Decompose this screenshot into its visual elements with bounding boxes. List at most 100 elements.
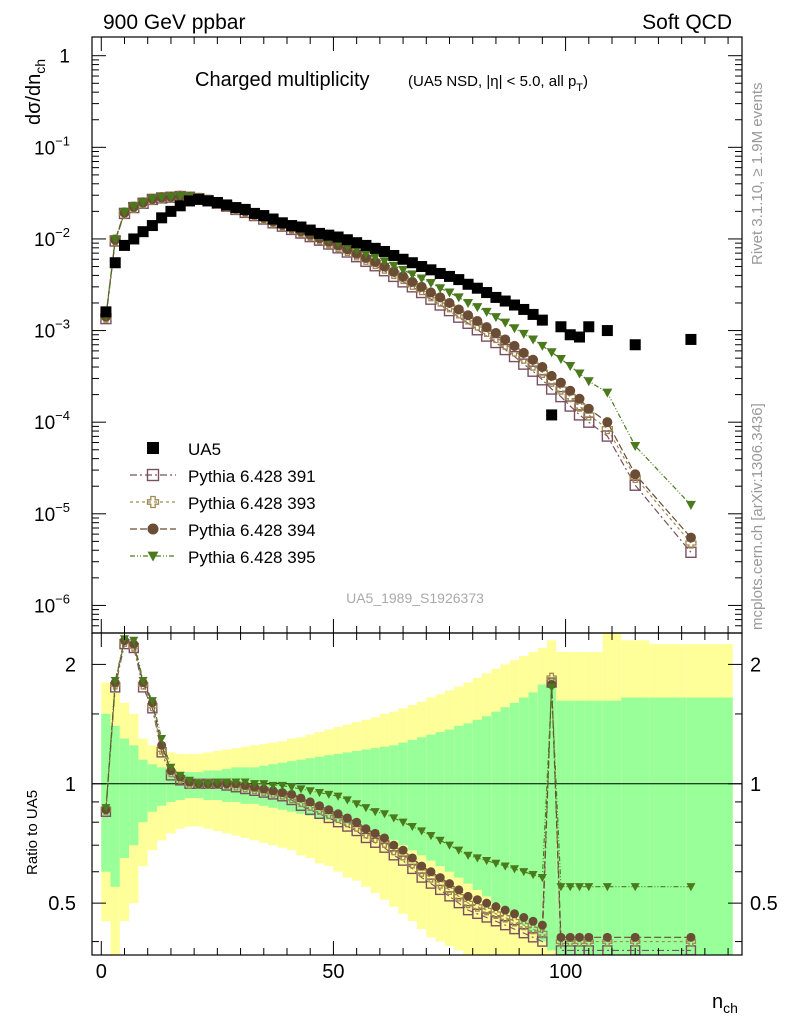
series-point-4 xyxy=(518,329,529,339)
band-inner-bin xyxy=(361,749,371,829)
y-tick-label: 10−1 xyxy=(34,133,70,159)
band-inner-bin xyxy=(342,752,352,825)
band-inner-bin xyxy=(584,700,594,955)
ua5-data-point xyxy=(574,331,585,343)
series-point-4 xyxy=(370,253,381,263)
ratio-point-3 xyxy=(454,885,464,895)
y-tick-label-base: 10 xyxy=(34,230,55,251)
ratio-point-3 xyxy=(556,932,566,942)
ratio-point-3 xyxy=(342,813,352,823)
y-tick-label: 1 xyxy=(59,47,70,68)
ratio-point-4 xyxy=(305,787,315,796)
ratio-point-4 xyxy=(138,677,148,686)
series-point-4 xyxy=(435,284,446,294)
y-axis-label-main-sub: ch xyxy=(32,59,48,74)
ua5-data-point xyxy=(555,321,567,333)
ratio-point-3 xyxy=(324,805,334,815)
legend-label: UA5 xyxy=(188,440,221,459)
ratio-point-4 xyxy=(370,808,380,817)
ratio-point-4 xyxy=(510,865,519,874)
header-left: 900 GeV ppbar xyxy=(103,11,245,34)
ratio-point-3 xyxy=(380,833,389,843)
series-point-4 xyxy=(425,279,436,289)
x-tick-label: 100 xyxy=(549,961,582,983)
ua5-data-point xyxy=(416,261,428,273)
y-tick-label-exp: −1 xyxy=(55,133,70,148)
legend-marker xyxy=(146,495,160,509)
series-point-4 xyxy=(574,369,585,379)
ratio-point-3 xyxy=(157,740,167,750)
ratio-point-4 xyxy=(185,776,194,785)
series-point-1 xyxy=(583,416,595,428)
ua5-data-point xyxy=(137,226,149,238)
band-inner-bin xyxy=(305,758,315,816)
series-point-3 xyxy=(453,304,464,315)
ratio-point-2 xyxy=(509,916,520,927)
ratio-point-4 xyxy=(482,857,492,866)
legend-marker xyxy=(147,523,159,535)
series-point-4 xyxy=(165,192,176,202)
ratio-point-4 xyxy=(575,883,584,892)
ratio-point-4 xyxy=(454,846,464,855)
ua5-data-point xyxy=(165,205,177,217)
series-point-3 xyxy=(490,328,501,339)
band-inner-bin xyxy=(407,739,417,851)
ratio-point-4 xyxy=(547,683,557,692)
ua5-data-point xyxy=(276,217,288,229)
ua5-data-point xyxy=(146,220,158,232)
title-sub-suffix: ) xyxy=(583,73,588,90)
ratio-point-4 xyxy=(519,868,529,877)
ua5-data-point xyxy=(444,270,455,282)
header-right: Soft QCD xyxy=(642,11,732,34)
series-point-3 xyxy=(565,385,576,396)
ratio-point-3 xyxy=(463,891,473,901)
series-point-4 xyxy=(500,318,511,328)
x-tick-label: 0 xyxy=(96,961,107,983)
ratio-point-4 xyxy=(445,841,454,850)
series-point-4 xyxy=(119,208,130,218)
series-point-3 xyxy=(472,316,483,327)
series-point-3 xyxy=(398,271,409,282)
ratio-point-1 xyxy=(397,855,409,866)
band-inner-bin xyxy=(119,738,130,858)
ua5-data-point xyxy=(332,231,344,243)
band-inner-bin xyxy=(147,764,157,812)
y-tick-label-base: 1 xyxy=(59,47,70,68)
band-inner-bin xyxy=(482,716,492,897)
band-inner-bin xyxy=(333,753,343,823)
ratio-point-4 xyxy=(630,883,640,892)
ratio-point-4 xyxy=(435,836,445,845)
series-point-3 xyxy=(583,403,594,414)
ratio-point-3 xyxy=(417,861,427,871)
series-point-4 xyxy=(630,441,641,451)
ratio-point-4 xyxy=(324,790,334,799)
series-point-3 xyxy=(463,310,474,321)
ratio-point-4 xyxy=(110,677,120,686)
ratio-point-4 xyxy=(287,783,297,792)
ua5-data-point xyxy=(202,195,214,207)
ratio-point-3 xyxy=(575,932,584,942)
y-tick-label: 10−6 xyxy=(34,591,70,617)
ua5-data-point xyxy=(388,249,400,261)
band-inner-bin xyxy=(454,725,464,878)
y-tick-label-base: 10 xyxy=(34,322,55,343)
ratio-point-4 xyxy=(259,780,269,789)
ratio-point-4 xyxy=(194,780,204,789)
band-inner-bin xyxy=(314,756,325,818)
ua5-data-point xyxy=(258,210,270,222)
band-inner-bin xyxy=(574,700,585,955)
series-point-4 xyxy=(360,249,371,259)
ratio-point-4 xyxy=(203,780,213,789)
series-point-3 xyxy=(435,292,446,303)
band-inner-bin xyxy=(110,725,120,887)
ratio-tick-label-right: 1 xyxy=(750,774,761,796)
band-inner-bin xyxy=(519,697,529,926)
series-point-4 xyxy=(379,257,390,267)
ua5-data-point xyxy=(369,242,381,254)
series-point-4 xyxy=(583,377,594,387)
series-point-4 xyxy=(453,293,464,303)
ua5-data-point xyxy=(351,237,363,249)
series-point-4 xyxy=(398,265,409,275)
ratio-point-3 xyxy=(537,920,547,930)
